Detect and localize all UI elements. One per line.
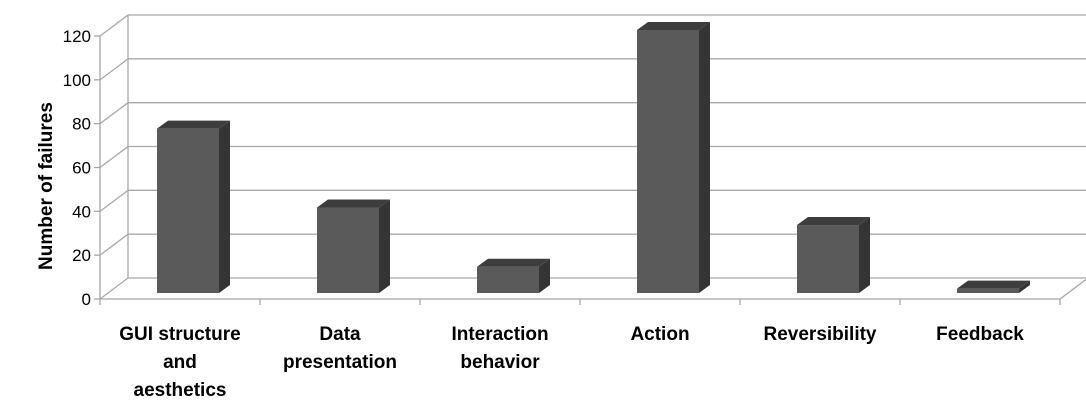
y-tick-labels: 0 20 40 60 80 100 120 [63, 27, 91, 309]
bar [957, 280, 1030, 293]
y-tick-label: 20 [72, 246, 91, 265]
gridline-diagonal [99, 14, 129, 37]
bar-front [317, 207, 379, 293]
x-tick-label: Action [630, 324, 689, 345]
bars [157, 22, 1030, 293]
bar-side [379, 199, 390, 293]
y-tick-label: 80 [72, 115, 91, 134]
bar-top [637, 22, 710, 30]
bar-side [539, 258, 550, 293]
x-tick-label: GUI structure and aesthetics [119, 324, 240, 401]
x-tick-label: Interaction behavior [451, 324, 548, 373]
y-tick-label: 60 [72, 159, 91, 178]
axes [94, 35, 1086, 305]
bar-front [157, 128, 219, 293]
gridlines [99, 14, 1086, 300]
x-tick-labels: GUI structure and aesthetics Data presentati… [119, 324, 1024, 401]
bar [317, 199, 390, 293]
bar-side [859, 217, 870, 293]
bar [477, 258, 550, 293]
x-tick-label: Feedback [936, 324, 1024, 345]
y-tick-label: 0 [82, 290, 91, 309]
y-tick-label: 120 [63, 27, 91, 46]
gridline-diagonal [99, 233, 129, 256]
y-tick-label: 100 [63, 71, 91, 90]
floor-edge [1059, 278, 1086, 300]
gridline-diagonal [99, 145, 129, 169]
bar [637, 22, 710, 293]
bar-top [317, 199, 390, 208]
bar-front [797, 225, 859, 293]
gridline-diagonal [99, 189, 129, 212]
gridline-diagonal [99, 58, 129, 81]
bar-front [637, 30, 699, 293]
bar-side [699, 22, 710, 293]
bar [797, 217, 870, 293]
gridline-diagonal [99, 277, 129, 300]
x-tick-label: Data presentation [283, 324, 397, 373]
bar-front [957, 288, 1019, 293]
bar-top [957, 280, 1030, 289]
bar-front [477, 266, 539, 293]
bar-side [1019, 280, 1030, 293]
y-tick-label: 40 [72, 202, 91, 221]
bar-top [477, 258, 550, 267]
x-tick-label: Reversibility [764, 324, 877, 345]
bar [157, 120, 230, 293]
bar-top [157, 120, 230, 129]
bar-top [797, 217, 870, 226]
bar-side [219, 120, 230, 293]
y-axis-label: Number of failures [36, 102, 57, 270]
gridline-diagonal [99, 102, 129, 125]
